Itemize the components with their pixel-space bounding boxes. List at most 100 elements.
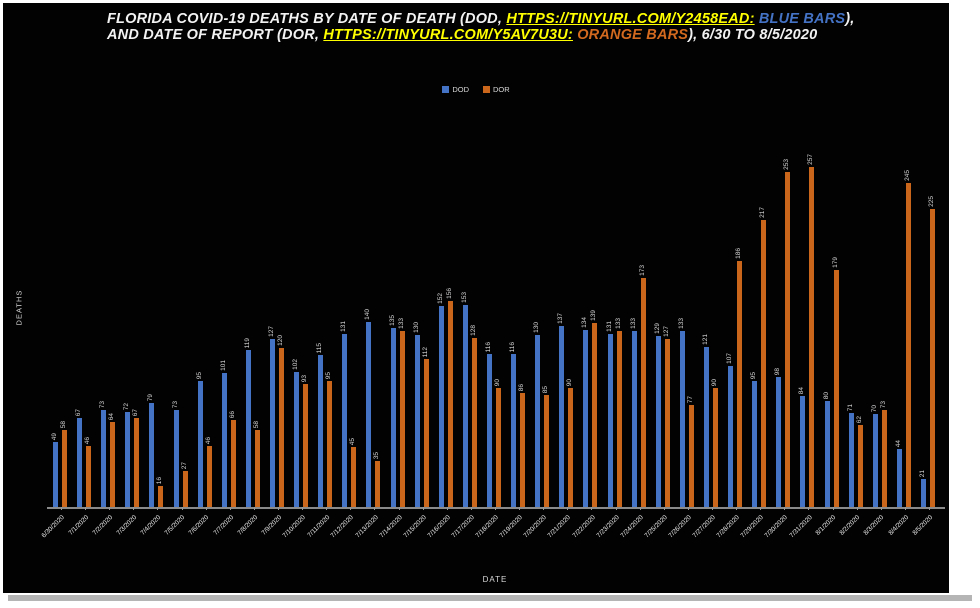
bar-dod	[197, 381, 203, 507]
bar-value-label: 225	[927, 196, 935, 207]
axis-tick	[157, 507, 159, 510]
axis-tick	[470, 507, 472, 510]
title-link[interactable]: HTTPS://TINYURL.COM/Y2458EAD:	[506, 11, 755, 27]
bar-dod	[800, 396, 806, 507]
x-tick-cell: 7/3/2020	[115, 507, 145, 569]
x-tick-cell: 7/20/2020	[523, 507, 555, 569]
bar-dod	[221, 373, 227, 507]
bar-dod	[438, 306, 444, 507]
bar-dor	[158, 486, 164, 507]
axis-tick	[663, 507, 665, 510]
bar-value-label: 130	[533, 322, 541, 333]
bar-value-label: 245	[903, 170, 911, 181]
axis-tick	[398, 507, 400, 510]
axis-tick	[229, 507, 231, 510]
bar-value-label: 67	[75, 408, 83, 416]
title-link[interactable]: HTTPS://TINYURL.COM/Y5AV7U3U:	[323, 27, 573, 44]
bar-value-label: 73	[99, 400, 107, 408]
bar-dor	[303, 384, 309, 507]
x-tick-cell: 8/5/2020	[911, 507, 941, 569]
axis-tick	[374, 507, 376, 510]
bar-value-label: 49	[51, 432, 59, 440]
title-text-segment: ORANGE BARS	[572, 27, 689, 44]
bar-dod	[896, 449, 902, 507]
bar-group: 134 139	[579, 150, 603, 507]
bar-value-label: 86	[518, 383, 526, 391]
title-text-segment: FLORIDA COVID-19 DEATHS BY DATE OF DEATH…	[107, 11, 507, 27]
bar-dor	[640, 278, 646, 507]
bar-dod	[872, 414, 878, 507]
axis-tick	[832, 507, 834, 510]
bar-dod	[342, 334, 348, 507]
bar-value-label: 137	[557, 313, 565, 324]
bar-dod	[245, 350, 251, 507]
bar-value-label: 62	[855, 415, 863, 423]
bar-dor	[664, 339, 670, 507]
bar-value-label: 46	[204, 436, 212, 444]
axis-tick	[61, 507, 63, 510]
bar-dod	[704, 347, 709, 507]
axis-tick	[350, 507, 352, 510]
bar-group: 137 90	[555, 150, 579, 507]
bar-value-label: 35	[373, 451, 381, 459]
axis-tick	[302, 507, 304, 510]
x-axis-title: DATE	[482, 575, 508, 584]
bar-dod	[77, 418, 83, 507]
x-tick-cell: 7/6/2020	[188, 507, 218, 569]
x-tick-cell: 7/15/2020	[402, 507, 435, 569]
bar-group: 102 93	[290, 150, 314, 507]
bar-group: 116 90	[483, 150, 507, 507]
x-tick-cell: 7/22/2020	[571, 507, 603, 569]
bar-dod	[462, 305, 468, 507]
bar-dod	[390, 328, 396, 507]
bar-group: 80 179	[821, 150, 845, 507]
axis-tick	[591, 507, 593, 510]
bar-group: 79 16	[145, 150, 169, 507]
bar-dor	[929, 209, 935, 507]
axis-tick	[85, 507, 87, 510]
bar-dod	[173, 410, 179, 507]
bar-value-label: 44	[894, 439, 902, 447]
bar-value-label: 127	[662, 326, 670, 337]
bar-dor	[785, 172, 791, 507]
bar-value-label: 107	[726, 353, 734, 364]
bar-dor	[544, 395, 550, 507]
bar-group: 49 58	[49, 150, 73, 507]
chart-frame: FLORIDA COVID-19 DEATHS BY DATE OF DEATH…	[3, 3, 949, 593]
bar-dor	[592, 323, 598, 507]
bar-value-label: 98	[774, 367, 782, 375]
bar-group: 135 133	[387, 150, 411, 507]
bar-value-label: 120	[277, 335, 285, 346]
bar-value-label: 133	[629, 318, 637, 329]
axis-tick	[495, 507, 497, 510]
x-tick-cell: 7/23/2020	[595, 507, 628, 569]
bar-dod	[318, 355, 324, 507]
bar-value-label: 70	[870, 404, 878, 412]
title-text-segment: ), AND DATE OF REPORT (DOR,	[107, 11, 855, 44]
axis-tick	[687, 507, 689, 510]
bar-value-label: 130	[412, 322, 420, 333]
bar-group: 116 86	[507, 150, 531, 507]
axis-tick	[181, 507, 183, 510]
x-tick-cell: 7/14/2020	[378, 507, 411, 569]
bar-value-label: 186	[735, 248, 743, 259]
legend-swatch-icon	[483, 86, 490, 93]
axis-tick	[519, 507, 521, 510]
x-tick-cell: 7/19/2020	[499, 507, 531, 569]
chart-title: FLORIDA COVID-19 DEATHS BY DATE OF DEATH…	[107, 11, 883, 43]
bar-group: 98 253	[772, 150, 796, 507]
x-tick-cell: 8/1/2020	[815, 507, 845, 569]
bar-value-label: 90	[566, 378, 574, 386]
bar-value-label: 93	[301, 374, 309, 382]
bar-dor	[86, 446, 92, 507]
bar-dor	[134, 418, 140, 507]
bar-group: 70 73	[869, 150, 893, 507]
bar-dor	[110, 422, 116, 507]
bar-value-label: 79	[147, 393, 155, 401]
bar-value-label: 45	[349, 437, 357, 445]
bar-dor	[761, 220, 767, 507]
bar-value-label: 179	[831, 257, 839, 268]
bar-value-label: 257	[807, 154, 815, 165]
bar-dor	[182, 471, 188, 507]
bar-value-label: 95	[195, 371, 203, 379]
